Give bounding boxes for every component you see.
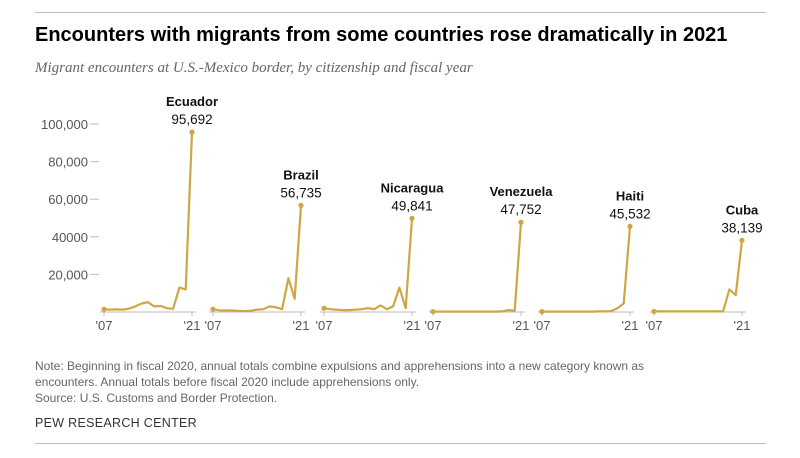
start-point: [210, 306, 216, 312]
end-point: [739, 237, 745, 243]
end-point: [298, 202, 304, 208]
end-point: [189, 129, 195, 135]
x-tick-label: '21: [734, 318, 751, 333]
x-tick-label: '07: [96, 318, 113, 333]
note-line: encounters. Annual totals before fiscal …: [35, 375, 420, 389]
series-line-haiti: [542, 226, 632, 313]
x-tick-label: '07: [205, 318, 222, 333]
x-tick-label: '21: [404, 318, 421, 333]
end-point: [627, 223, 633, 229]
chart-title: Encounters with migrants from some count…: [35, 24, 728, 46]
x-tick-label: '07: [534, 318, 551, 333]
brand-logo-text: PEW RESEARCH CENTER: [35, 416, 197, 430]
value-label: 47,752: [500, 202, 541, 217]
x-tick-label: '07: [425, 318, 442, 333]
chart-note: Note: Beginning in fiscal 2020, annual t…: [35, 358, 735, 406]
start-point: [539, 309, 545, 315]
x-tick-label: '21: [513, 318, 530, 333]
end-point: [409, 215, 415, 221]
end-point: [518, 219, 524, 225]
country-label: Cuba: [726, 202, 759, 217]
series-line-nicaragua: [323, 218, 414, 312]
bottom-rule: [35, 443, 766, 444]
note-line: Note: Beginning in fiscal 2020, annual t…: [35, 359, 645, 373]
country-label: Ecuador: [166, 94, 218, 109]
y-tick-label: 60,000: [48, 192, 88, 207]
start-point: [651, 308, 657, 315]
start-point: [101, 306, 107, 312]
country-label: Brazil: [283, 167, 318, 182]
country-label: Venezuela: [490, 184, 554, 199]
x-tick-label: '21: [184, 318, 201, 333]
x-tick-label: '21: [293, 318, 310, 333]
x-tick-label: '07: [646, 318, 663, 333]
small-multiples-line-chart: 20,000 40000 60,000 80,000 100,000 '07 '21 Ecua…: [41, 94, 763, 333]
value-label: 49,841: [391, 198, 432, 213]
y-tick-label: 40000: [52, 230, 88, 245]
value-label: 38,139: [721, 220, 762, 235]
country-label: Haiti: [616, 188, 644, 203]
value-label: 95,692: [171, 112, 212, 127]
top-rule: [35, 12, 766, 13]
source-line: Source: U.S. Customs and Border Protecti…: [35, 391, 278, 405]
series-line-ecuador: [103, 132, 194, 311]
y-tick-label: 80,000: [48, 155, 88, 170]
y-tick-label: 20,000: [48, 267, 88, 282]
chart-subtitle: Migrant encounters at U.S.-Mexico border…: [35, 60, 473, 76]
y-tick-label: 100,000: [41, 117, 88, 132]
value-label: 45,532: [609, 206, 650, 221]
start-point: [430, 309, 436, 315]
country-label: Nicaragua: [381, 180, 445, 195]
series-line-brazil: [212, 205, 303, 313]
x-tick-label: '07: [316, 318, 333, 333]
start-point: [321, 305, 327, 311]
value-label: 56,735: [280, 185, 321, 200]
x-tick-label: '21: [622, 318, 639, 333]
series-line-venezuela: [433, 222, 523, 313]
series-line-cuba: [654, 240, 744, 313]
